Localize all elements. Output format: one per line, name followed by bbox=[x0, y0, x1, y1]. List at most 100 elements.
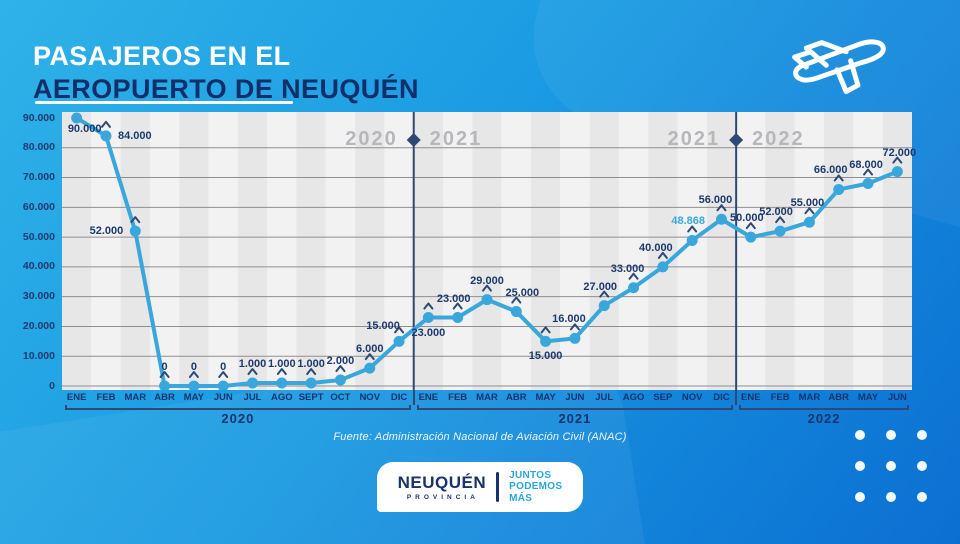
data-point-dot bbox=[452, 312, 464, 324]
data-label: 2.000 bbox=[326, 355, 355, 368]
month-band bbox=[618, 112, 649, 390]
month-band bbox=[208, 112, 238, 390]
month-band bbox=[824, 112, 854, 390]
label-caret bbox=[188, 371, 199, 378]
month-label: JUN bbox=[565, 392, 585, 403]
dot-grid-decoration bbox=[855, 430, 927, 502]
y-tick-label: 90.000 bbox=[22, 111, 55, 124]
data-point-dot bbox=[833, 183, 845, 195]
dot bbox=[886, 461, 896, 471]
data-point-dot bbox=[540, 335, 552, 347]
year-divider-diamond bbox=[406, 133, 421, 147]
slogan-line: JUNTOS bbox=[509, 470, 552, 482]
month-band bbox=[355, 112, 385, 390]
label-caret bbox=[276, 368, 287, 376]
label-caret bbox=[335, 365, 346, 373]
data-point-dot bbox=[686, 234, 698, 246]
label-caret bbox=[130, 216, 141, 224]
label-caret bbox=[218, 371, 229, 378]
label-caret bbox=[511, 296, 522, 304]
month-label: FEB bbox=[770, 392, 790, 403]
data-point-dot bbox=[510, 306, 522, 318]
data-label: 15.000 bbox=[366, 320, 400, 333]
divider-extension bbox=[735, 390, 738, 405]
year-label: 2021 bbox=[558, 411, 592, 426]
year-bracket bbox=[65, 405, 411, 410]
neuquen-provincia-logo: NEUQUÉN PROVINCIA JUNTOS PODEMOS MÁS bbox=[377, 462, 583, 512]
month-label: MAR bbox=[476, 392, 498, 403]
data-point-dot bbox=[569, 332, 581, 344]
data-label: 0 bbox=[190, 361, 197, 373]
month-label: ENE bbox=[418, 392, 439, 403]
label-caret bbox=[892, 156, 903, 164]
label-caret bbox=[423, 302, 434, 310]
month-band bbox=[589, 112, 619, 390]
month-band bbox=[413, 112, 444, 390]
data-point-dot bbox=[71, 112, 83, 124]
dot bbox=[886, 430, 896, 440]
data-point-dot bbox=[774, 225, 786, 237]
month-band bbox=[120, 112, 150, 390]
month-band bbox=[237, 112, 268, 390]
data-label: 40.000 bbox=[639, 241, 673, 254]
month-label: NOV bbox=[359, 392, 381, 403]
month-label: NOV bbox=[681, 392, 703, 403]
data-label: 52.000 bbox=[759, 206, 793, 219]
label-caret bbox=[540, 326, 551, 334]
source-caption: Fuente: Administración Nacional de Aviac… bbox=[333, 431, 627, 443]
month-label: MAY bbox=[857, 392, 879, 403]
dot bbox=[855, 430, 865, 440]
month-label: SEPT bbox=[298, 392, 324, 403]
month-label: MAR bbox=[124, 392, 147, 403]
month-band bbox=[560, 112, 590, 390]
month-label: OCT bbox=[330, 392, 351, 403]
data-label: 52.000 bbox=[89, 225, 124, 238]
label-caret bbox=[100, 120, 111, 128]
label-caret bbox=[482, 284, 492, 292]
label-caret bbox=[804, 207, 815, 215]
month-band bbox=[179, 112, 209, 390]
month-band bbox=[443, 112, 473, 390]
data-point-dot bbox=[745, 231, 757, 243]
label-caret bbox=[628, 272, 639, 280]
label-caret bbox=[775, 216, 786, 224]
label-caret bbox=[833, 174, 844, 182]
month-label: JUL bbox=[595, 392, 614, 403]
month-label: JUL bbox=[243, 392, 262, 403]
label-caret bbox=[364, 353, 375, 361]
month-band bbox=[853, 112, 883, 390]
data-point-dot bbox=[598, 300, 610, 312]
month-band bbox=[472, 112, 502, 390]
month-label: FEB bbox=[96, 392, 116, 403]
data-point-dot bbox=[188, 380, 200, 390]
label-caret bbox=[687, 225, 698, 233]
plot-area bbox=[62, 112, 912, 390]
month-label: DIC bbox=[390, 392, 408, 403]
data-point-dot bbox=[628, 282, 640, 294]
data-label: 33.000 bbox=[610, 262, 645, 275]
month-band bbox=[648, 112, 678, 390]
data-point-dot bbox=[129, 225, 141, 237]
month-label: FEB bbox=[448, 392, 468, 403]
dot bbox=[855, 492, 865, 502]
data-label: 55.000 bbox=[790, 197, 825, 210]
data-point-dot bbox=[393, 335, 405, 347]
year-caption: 2021 bbox=[429, 128, 483, 150]
month-band bbox=[794, 112, 825, 390]
label-caret bbox=[863, 168, 874, 176]
month-label: JUN bbox=[213, 392, 233, 403]
month-label: ABR bbox=[505, 392, 527, 403]
month-label: MAY bbox=[535, 392, 556, 403]
data-point-dot bbox=[247, 377, 259, 389]
data-label: 23.000 bbox=[436, 292, 471, 305]
data-point-dot bbox=[422, 312, 434, 324]
label-caret bbox=[569, 323, 580, 331]
label-caret bbox=[599, 290, 610, 298]
title-line-2: AEROPUERTO DE NEUQUÉN bbox=[33, 74, 419, 105]
data-label: 84.000 bbox=[117, 129, 152, 142]
y-tick-label: 40.000 bbox=[22, 260, 55, 273]
data-label: 0 bbox=[220, 361, 227, 373]
year-label: 2022 bbox=[807, 411, 841, 426]
month-band bbox=[765, 112, 795, 390]
